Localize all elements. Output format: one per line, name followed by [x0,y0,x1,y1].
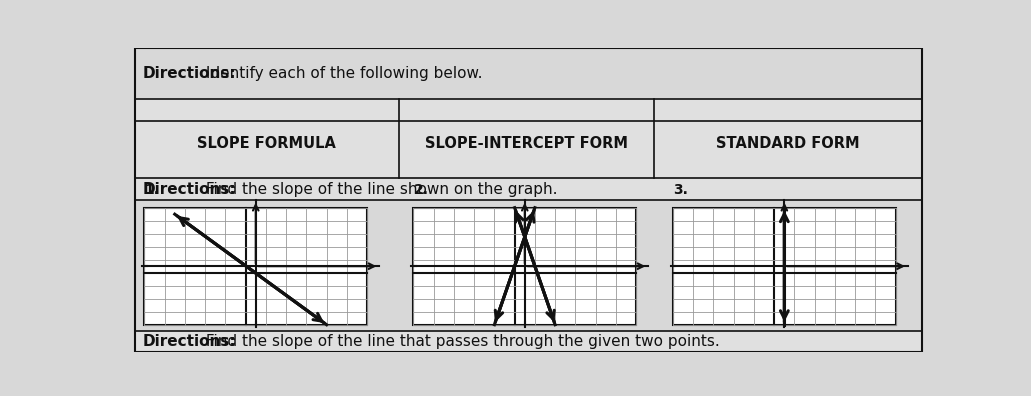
Bar [135,179,922,200]
Bar [135,331,922,352]
Text: Directions:: Directions: [143,66,236,81]
Bar [135,121,922,179]
Text: Identify each of the following below.: Identify each of the following below. [201,66,483,81]
Text: Directions:: Directions: [143,334,236,349]
Text: 3.: 3. [673,183,688,197]
Text: 1.: 1. [144,183,160,197]
Text: Directions:: Directions: [143,182,236,197]
Bar [413,208,636,325]
Bar [673,208,896,325]
Text: Find the slope of the line shown on the graph.: Find the slope of the line shown on the … [201,182,558,197]
Text: SLOPE FORMULA: SLOPE FORMULA [197,136,336,151]
Text: Find the slope of the line that passes through the given two points.: Find the slope of the line that passes t… [201,334,720,349]
Bar [135,200,922,331]
Bar [135,99,922,121]
Bar [144,208,367,325]
Text: SLOPE-INTERCEPT FORM: SLOPE-INTERCEPT FORM [425,136,628,151]
Text: STANDARD FORM: STANDARD FORM [717,136,860,151]
Text: 2.: 2. [413,183,429,197]
